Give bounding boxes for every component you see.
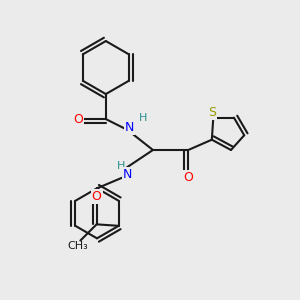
Text: N: N — [125, 121, 134, 134]
Text: H: H — [117, 161, 125, 172]
Text: H: H — [139, 113, 147, 124]
Text: CH₃: CH₃ — [67, 242, 88, 251]
Text: S: S — [208, 106, 216, 119]
Text: N: N — [123, 168, 133, 181]
Text: O: O — [183, 171, 193, 184]
Text: O: O — [92, 190, 101, 203]
Text: O: O — [74, 112, 83, 126]
